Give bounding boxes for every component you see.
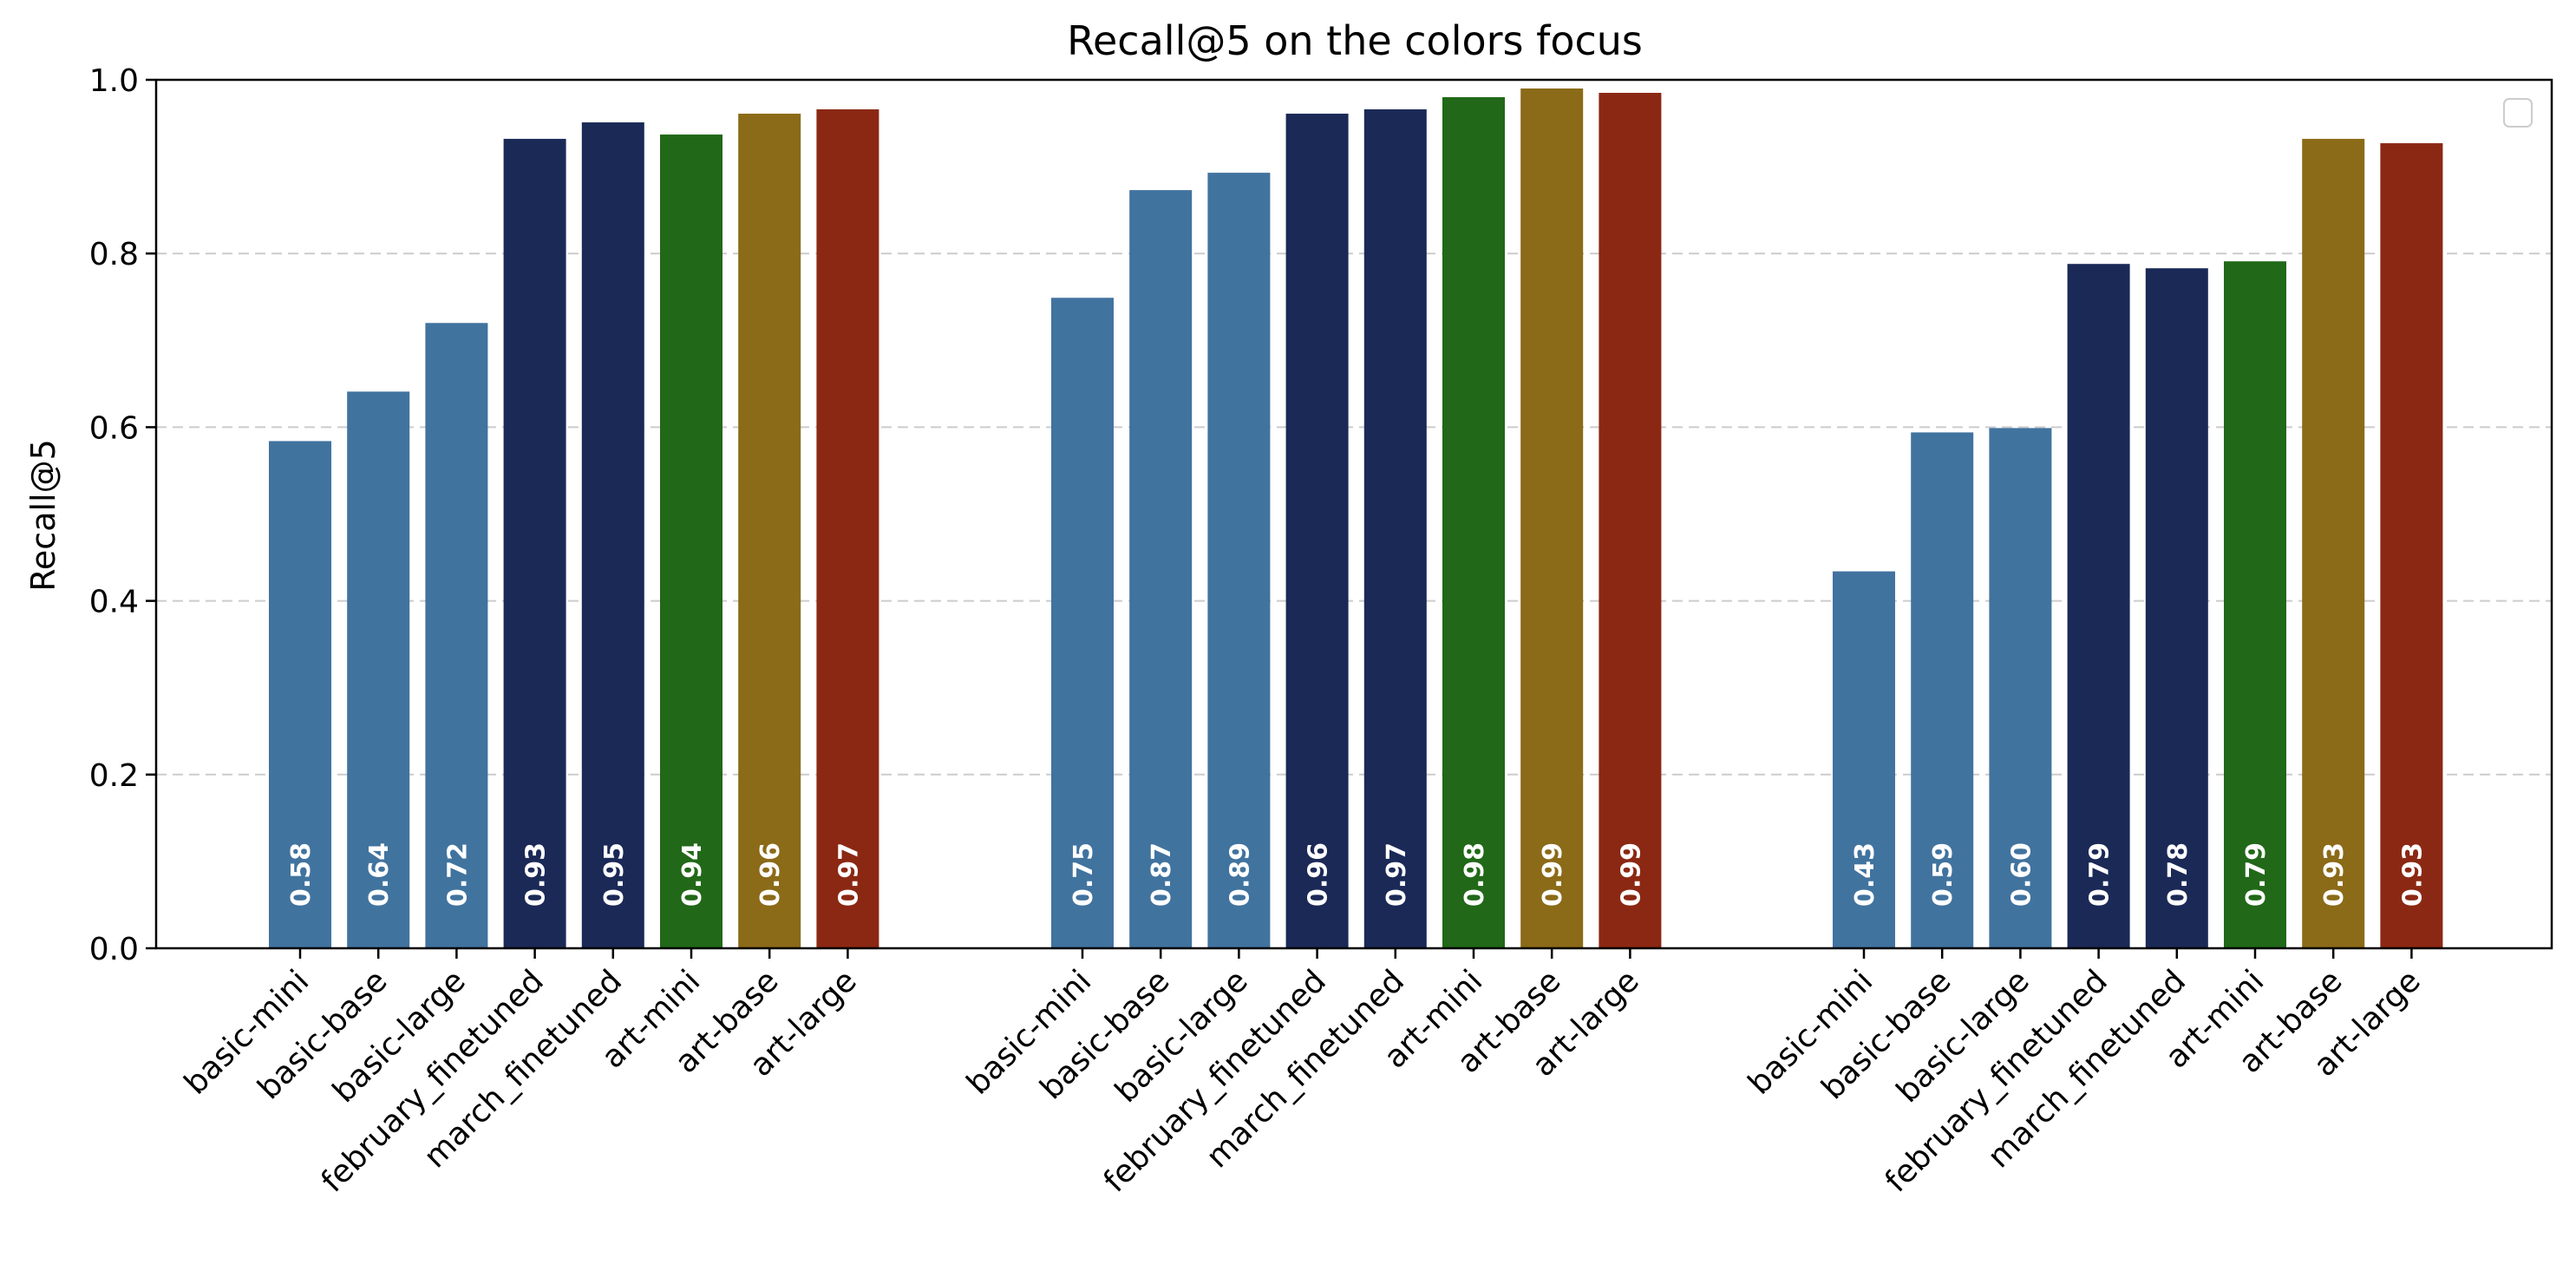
- y-tick-label: 0.8: [89, 237, 139, 272]
- chart-title: Recall@5 on the colors focus: [1067, 17, 1643, 64]
- bar-march_finetuned: [1363, 109, 1427, 948]
- y-tick-label: 0.6: [89, 410, 139, 446]
- bar-value-label: 0.95: [599, 842, 630, 907]
- legend-box: [2503, 98, 2533, 128]
- bar-basic-mini: [269, 441, 331, 948]
- bar-art-mini: [2224, 261, 2286, 949]
- bar-value-label: 0.78: [2163, 842, 2194, 907]
- bar-value-label: 0.93: [2319, 842, 2350, 907]
- bar-value-label: 0.75: [1069, 842, 1099, 907]
- bar-value-label: 0.94: [677, 842, 708, 907]
- bar-value-label: 0.58: [286, 842, 317, 907]
- y-tick-label: 0.2: [89, 758, 139, 794]
- bar-value-label: 0.96: [1304, 842, 1334, 907]
- bar-february_finetuned: [503, 139, 566, 948]
- bar-art-large: [2380, 143, 2443, 948]
- y-axis-ticks: 0.0 0.2 0.4 0.6 0.8 1.0: [89, 63, 156, 967]
- bar-value-label: 0.97: [1382, 842, 1412, 907]
- bar-basic-base: [1911, 432, 1974, 948]
- bar-basic-mini: [1833, 571, 1895, 948]
- bar-value-label: 0.93: [521, 842, 552, 907]
- bar-art-mini: [660, 134, 722, 949]
- bar-february_finetuned: [2067, 264, 2130, 948]
- bar-basic-large: [1989, 428, 2052, 948]
- y-tick-label: 1.0: [89, 63, 139, 99]
- bar-value-label: 0.96: [755, 842, 786, 907]
- bar-art-base: [2302, 139, 2365, 948]
- bar-basic-large: [1207, 173, 1271, 948]
- bar-value-label: 0.99: [1616, 842, 1646, 907]
- bar-basic-mini: [1051, 298, 1114, 949]
- bar-value-label: 0.60: [2006, 842, 2037, 907]
- bar-value-label: 0.97: [834, 842, 864, 907]
- bars-layer: [269, 88, 2443, 949]
- bar-value-label: 0.59: [1928, 842, 1958, 907]
- bar-art-base: [738, 114, 801, 948]
- bar-value-label: 0.79: [2241, 842, 2272, 907]
- bar-basic-base: [347, 391, 410, 948]
- bar-march_finetuned: [581, 122, 644, 948]
- y-axis-label: Recall@5: [24, 439, 62, 592]
- bar-value-label: 0.98: [1460, 842, 1490, 907]
- bar-value-label: 0.43: [1850, 842, 1880, 907]
- bar-value-label: 0.99: [1538, 842, 1568, 907]
- bar-basic-base: [1129, 190, 1193, 948]
- bar-value-label: 0.79: [2085, 842, 2115, 907]
- bar-art-base: [1520, 88, 1584, 948]
- plot-frame: [154, 78, 2553, 950]
- bar-value-label: 0.87: [1147, 842, 1177, 907]
- bar-art-large: [816, 109, 879, 948]
- bar-value-label: 0.93: [2397, 842, 2428, 907]
- y-tick-label: 0.0: [89, 932, 139, 967]
- bar-value-label: 0.72: [442, 842, 473, 907]
- bar-march_finetuned: [2145, 268, 2208, 948]
- bar-february_finetuned: [1285, 114, 1349, 948]
- bar-art-mini: [1442, 97, 1505, 948]
- y-tick-label: 0.4: [89, 585, 139, 620]
- bar-value-label: 0.64: [364, 842, 395, 907]
- bar-value-label: 0.89: [1225, 842, 1255, 907]
- bar-art-large: [1599, 93, 1662, 948]
- bar-labels-layer: 0.58 0.64 0.72 0.93 0.95 0.94 0.96 0.97 0.75 0.87…: [286, 842, 2428, 907]
- x-axis-ticks: basic-minibasic-basebasic-largefebruary_…: [178, 948, 2428, 1200]
- bar-basic-large: [425, 323, 488, 948]
